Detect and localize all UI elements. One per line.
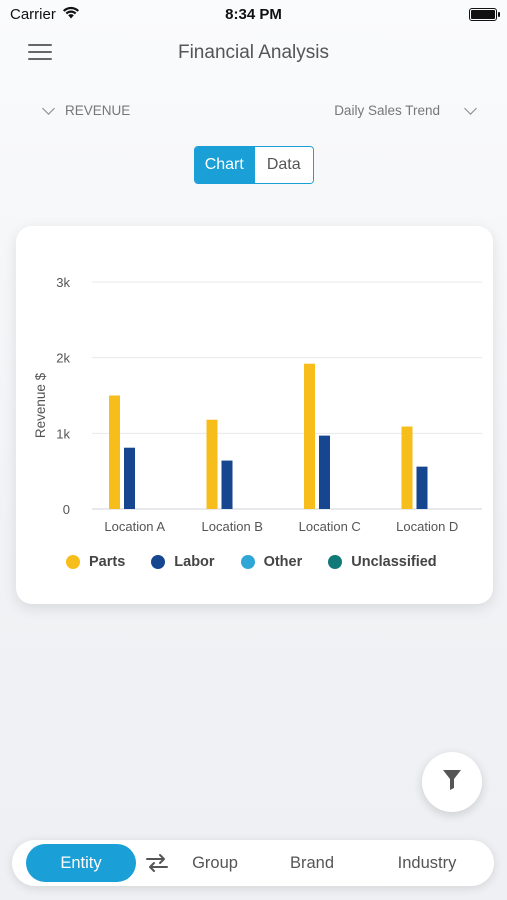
metric-dropdown-label: REVENUE <box>65 103 131 118</box>
x-tick-label: Location D <box>396 519 458 534</box>
nav-brand[interactable]: Brand <box>289 853 335 872</box>
legend-item-other[interactable]: Other <box>240 554 303 570</box>
nav-industry[interactable]: Industry <box>397 853 457 872</box>
filter-button[interactable] <box>422 752 482 812</box>
bar-parts <box>304 363 315 509</box>
status-bar: Carrier 8:34 PM <box>0 0 507 28</box>
y-tick-label: 1k <box>56 426 70 441</box>
wifi-icon <box>62 6 80 23</box>
legend-label: Unclassified <box>351 554 437 570</box>
bar-parts <box>109 395 120 509</box>
y-tick-label: 3k <box>56 275 70 290</box>
view-toggle: Chart Data <box>194 146 314 184</box>
bar-parts <box>401 426 413 509</box>
data-tab[interactable]: Data <box>253 147 313 183</box>
filter-icon <box>442 769 462 796</box>
bar-labor <box>319 435 330 509</box>
trend-dropdown-label: Daily Sales Trend <box>334 103 440 118</box>
trend-dropdown[interactable]: Daily Sales Trend <box>334 101 477 118</box>
y-tick-label: 2k <box>56 351 70 366</box>
battery-icon <box>469 7 500 21</box>
legend-dot <box>66 555 80 569</box>
legend-item-unclassified[interactable]: Unclassified <box>328 554 437 570</box>
legend-dot <box>151 555 166 569</box>
legend-label: Parts <box>89 554 126 570</box>
legend-label: Labor <box>174 554 215 570</box>
nav-group[interactable]: Group <box>192 853 238 872</box>
chart-card: 0 1k 2k 3k Revenue $ Location A Location B Loca… <box>16 226 493 604</box>
page-title: Financial Analysis <box>177 42 330 63</box>
legend-dot <box>328 555 343 569</box>
bottom-nav: Entity Group Brand Industry <box>12 840 494 886</box>
bar-labor <box>221 460 233 509</box>
swap-arrows-icon[interactable] <box>144 852 170 874</box>
x-tick-label: Location A <box>104 519 165 534</box>
bar-labor <box>124 447 135 509</box>
legend-label: Other <box>263 554 303 570</box>
x-tick-label: Location B <box>202 519 263 534</box>
app-header: Financial Analysis <box>0 36 507 72</box>
chart-tab[interactable]: Chart <box>195 147 254 183</box>
selector-row: REVENUE Daily Sales Trend <box>0 100 507 124</box>
bar-chart: 0 1k 2k 3k Revenue $ Location A Location B Loca… <box>33 275 482 534</box>
metric-dropdown[interactable]: REVENUE <box>42 101 131 118</box>
x-tick-label: Location C <box>299 519 361 534</box>
y-tick-label: 0 <box>63 502 70 517</box>
chevron-down-icon <box>464 101 477 115</box>
chevron-down-icon <box>42 101 55 115</box>
nav-entity[interactable]: Entity <box>26 844 136 882</box>
hamburger-menu-icon[interactable] <box>28 44 52 62</box>
legend-item-labor[interactable]: Labor <box>151 554 215 570</box>
y-axis-label: Revenue $ <box>33 372 48 438</box>
chart-legend: Parts Labor Other Unclassified <box>66 554 437 570</box>
status-left: Carrier <box>10 6 80 23</box>
legend-dot <box>240 555 255 569</box>
carrier-label: Carrier <box>10 5 56 23</box>
bar-labor <box>416 466 428 509</box>
legend-item-parts[interactable]: Parts <box>66 554 125 570</box>
bar-parts <box>206 419 218 509</box>
